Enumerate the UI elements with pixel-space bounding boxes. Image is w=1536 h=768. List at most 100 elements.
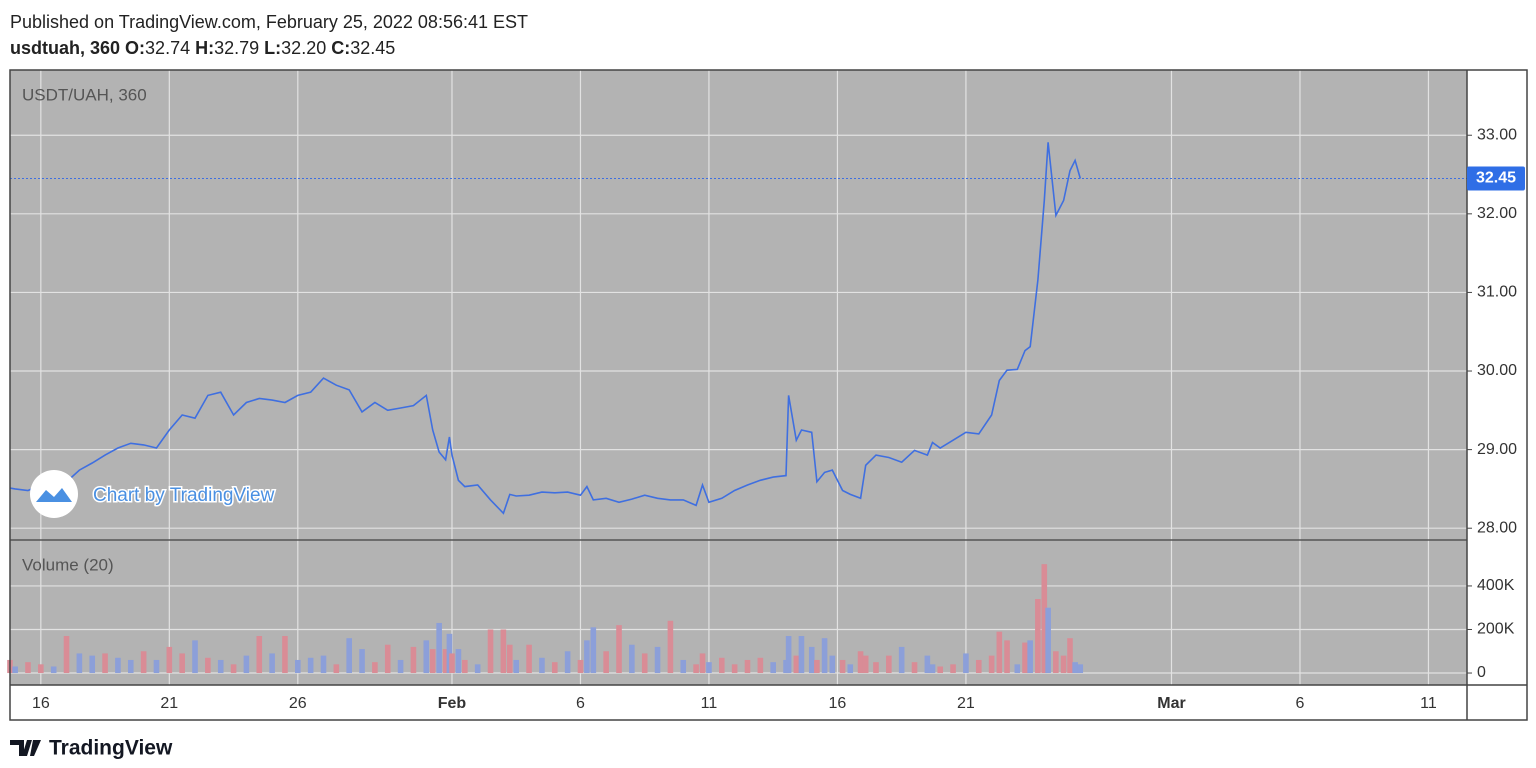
volume-bar [282,636,288,674]
volume-bar [500,629,507,674]
volume-bar [256,636,263,674]
volume-bar [731,664,738,674]
volume-bar [654,646,661,674]
volume-bar [307,657,314,674]
watermark-icon [36,488,72,502]
volume-bar [963,653,969,674]
volume-bar [1053,651,1059,674]
volume-bar [140,651,147,674]
volume-bar [449,653,455,674]
volume-bar [1077,664,1084,674]
watermark-text: Chart by TradingView [93,485,275,506]
volume-bar [442,649,449,674]
x-tick-label: 26 [289,695,307,712]
footer-logo: TradingView [10,737,173,760]
plot-background [10,70,1467,685]
y-tick-label: 33.00 [1477,126,1517,143]
volume-bar [975,659,982,674]
volume-bar [127,659,134,674]
x-tick-label: 6 [576,695,585,712]
x-tick-label: 11 [1420,695,1437,712]
ohlc-value: 32.74 [145,38,191,58]
volume-bar [436,622,442,674]
volume-bar [115,657,121,674]
volume-bar [857,651,864,674]
x-tick-label: 21 [160,695,178,712]
footer-text: TradingView [49,737,173,760]
volume-bar [12,666,18,674]
volume-bar [1072,662,1078,674]
volume-bar [551,662,558,674]
volume-bar [847,664,854,674]
volume-bar [757,657,764,674]
ohlc-line: usdtuah, 360 O:32.74 H:32.79 L:32.20 C:3… [10,38,395,59]
y-tick-label: 29.00 [1477,441,1517,458]
y-tick-label: 200K [1477,621,1515,638]
volume-bar [706,662,712,674]
volume-bar [873,662,879,674]
volume-bar [584,640,590,674]
volume-bar [924,655,931,674]
volume-bar [333,664,340,674]
volume-bar [1035,599,1041,674]
volume-bar [295,659,301,674]
volume-bar [526,644,532,674]
published: Published on TradingView.com, February 2… [10,12,528,32]
x-tick-label: 6 [1296,695,1305,712]
volume-bar [179,653,185,674]
volume-bar [217,659,224,674]
volume-bar [423,640,430,674]
volume-bar [474,664,481,674]
volume-bar [346,638,352,674]
last-price-tag [1467,166,1525,191]
volume-bar [937,666,944,674]
volume-bar [102,653,108,674]
volume-bar [1060,655,1067,674]
volume-bar [384,644,391,674]
x-tick-label: 11 [701,695,718,712]
y-tick-label: 28.00 [1477,519,1517,536]
ohlc-key: H: [195,38,215,58]
watermark-icon [30,470,78,518]
volume-bar [629,644,635,674]
volume-bar [462,659,468,674]
price-legend: USDT/UAH, 360 [22,85,147,104]
volume-legend: Volume (20) [22,555,114,574]
volume-bar [539,657,545,674]
ohlc-key: O: [125,38,146,58]
frame [9,69,1528,721]
volume-bar [1045,607,1051,674]
volume-bar [429,649,436,674]
volume-bar [564,651,571,674]
volume-bar [89,655,96,674]
y-tick-label: 400K [1477,577,1515,594]
watermark: Chart by TradingView [30,470,276,518]
volume-bar [25,662,31,674]
volume-bar [1014,664,1021,674]
volume-bar [911,662,918,674]
volume-bar [38,664,44,674]
volume-bar [230,664,237,674]
ohlc-value: 32.79 [214,38,260,58]
volume-bar [814,659,820,674]
volume-bar [798,636,805,674]
volume-bar [862,655,869,674]
volume-bar [243,655,250,674]
volume-bar [693,664,699,674]
volume-bar [1004,640,1010,674]
ohlc-key: L: [264,38,282,58]
volume-bar [996,631,1003,674]
volume-bar [898,646,905,674]
y-tick-label: 31.00 [1477,284,1517,301]
x-tick-label: 16 [32,695,50,712]
volume-bar [785,636,792,674]
volume-bar [829,655,836,674]
x-tick-label: 21 [957,695,975,712]
volume-bar [718,657,725,674]
volume-bar [641,653,648,674]
volume-bar [372,662,378,674]
volume-bar [808,646,815,674]
volume-bar [590,627,597,674]
volume-bar [793,655,800,674]
